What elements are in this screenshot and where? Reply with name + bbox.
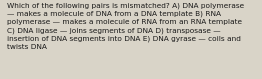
Text: Which of the following pairs is mismatched? A) DNA polymerase
— makes a molecule: Which of the following pairs is mismatch… xyxy=(7,2,244,50)
